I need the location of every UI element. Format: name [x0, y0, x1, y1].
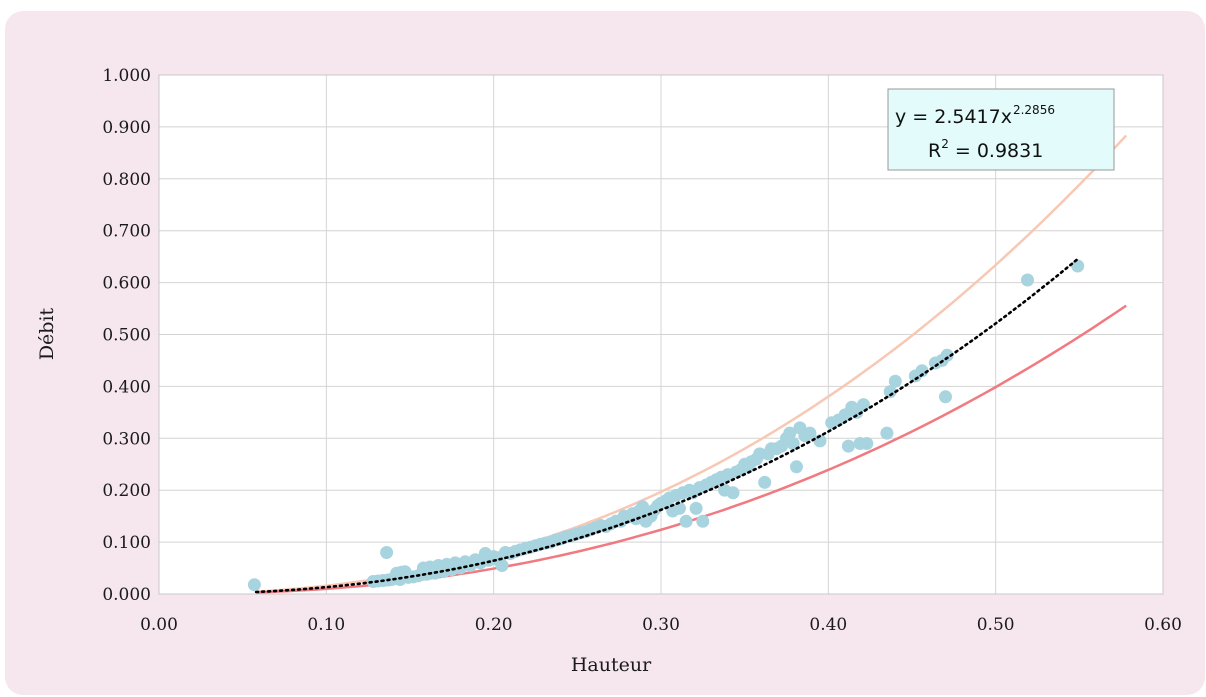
data-point — [888, 374, 902, 388]
data-point — [803, 426, 817, 440]
r-squared-exponent: 2 — [941, 137, 949, 151]
plot-border — [158, 74, 1164, 595]
x-tick-label: 0.30 — [642, 615, 680, 635]
data-point — [679, 514, 693, 528]
y-tick-label: 0.600 — [102, 274, 151, 294]
data-point — [726, 486, 740, 500]
r-squared-symbol: R — [928, 140, 941, 162]
equation-line-2: R2 = 0.9831 — [928, 137, 1043, 162]
x-axis-title: Hauteur — [571, 654, 652, 676]
x-tick-label: 0.60 — [1144, 615, 1182, 635]
y-tick-label: 0.500 — [102, 326, 151, 346]
data-point — [857, 398, 870, 412]
x-tick-labels: 0.00 0.10 0.20 0.30 0.40 0.50 0.60 — [140, 615, 1182, 635]
data-point — [380, 546, 394, 559]
data-point — [247, 578, 261, 592]
equation-formula: y = 2.5417x — [895, 106, 1012, 128]
data-point — [689, 501, 703, 515]
data-point — [1071, 259, 1085, 273]
y-tick-labels: 0.000 0.100 0.200 0.300 0.400 0.500 0.600 0.700… — [102, 66, 151, 605]
equation-box-bg — [887, 88, 1115, 171]
data-point — [880, 426, 894, 440]
data-point — [672, 501, 686, 515]
scatter-points — [247, 259, 1085, 592]
data-point — [758, 475, 772, 489]
power-trendline — [254, 257, 1079, 594]
trendline-group — [254, 257, 1079, 594]
data-point — [915, 364, 929, 378]
y-tick-label: 0.300 — [102, 429, 151, 449]
equation-line-1: y = 2.5417x2.2856 — [895, 103, 1055, 128]
y-tick-label: 1.000 — [102, 66, 151, 86]
data-point — [883, 385, 897, 399]
x-tick-label: 0.10 — [307, 615, 345, 635]
y-tick-label: 0.800 — [102, 170, 151, 190]
data-point — [783, 426, 797, 440]
data-point — [940, 348, 954, 362]
y-tick-label: 0.900 — [102, 118, 151, 138]
y-tick-label: 0.000 — [102, 585, 151, 605]
data-point — [790, 460, 803, 474]
equation-box: y = 2.5417x2.2856 R2 = 0.9831 — [887, 88, 1115, 171]
x-tick-label: 0.20 — [475, 615, 513, 635]
y-axis-title: Débit — [36, 307, 58, 360]
y-tick-label: 0.400 — [102, 377, 151, 397]
data-point — [860, 437, 874, 450]
x-tick-label: 0.40 — [809, 615, 847, 635]
data-point — [495, 559, 509, 572]
data-point — [786, 437, 800, 450]
x-tick-label: 0.00 — [140, 615, 178, 635]
equation-exponent: 2.2856 — [1013, 103, 1055, 117]
data-point — [939, 390, 952, 404]
x-tick-label: 0.50 — [977, 615, 1015, 635]
data-point — [841, 439, 855, 453]
y-tick-label: 0.200 — [102, 481, 151, 501]
data-point — [696, 514, 710, 528]
y-tick-label: 0.100 — [102, 533, 151, 553]
data-point — [636, 500, 650, 514]
y-tick-label: 0.700 — [102, 222, 151, 242]
r-squared-value: = 0.9831 — [949, 140, 1043, 162]
data-point — [1021, 273, 1034, 287]
